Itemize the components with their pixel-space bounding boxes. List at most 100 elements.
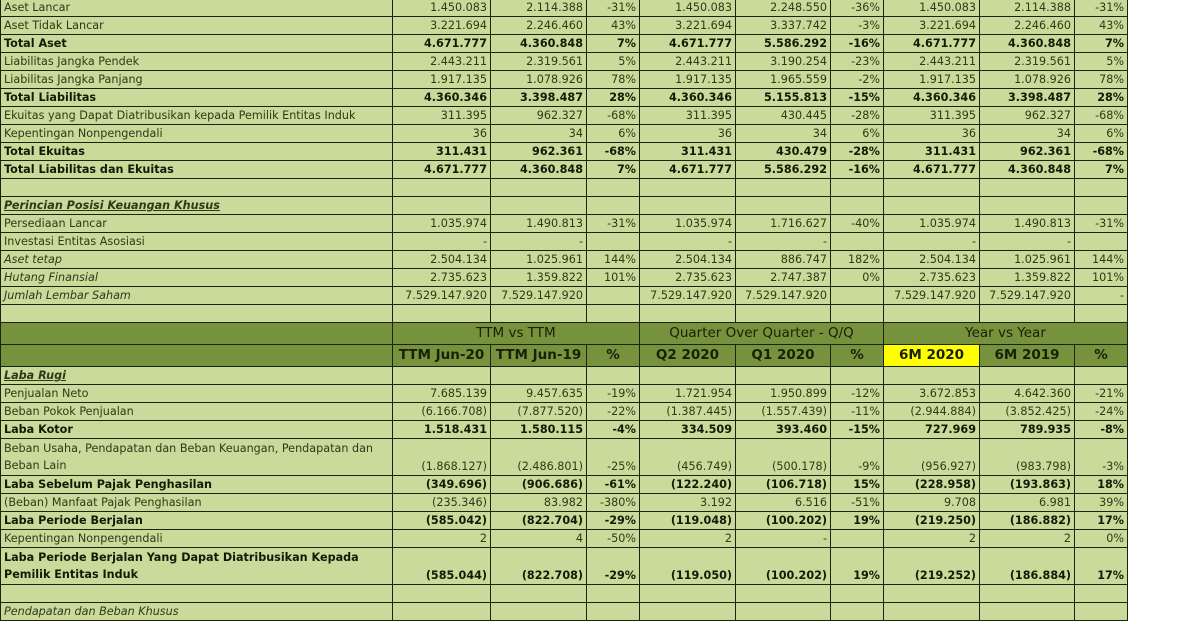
value-cell[interactable]: -	[639, 232, 736, 251]
col-qoq-pct[interactable]: %	[830, 344, 884, 367]
value-cell[interactable]: -19%	[586, 384, 640, 403]
value-cell[interactable]: -28%	[830, 142, 884, 161]
value-cell[interactable]	[979, 304, 1075, 323]
value-cell[interactable]: 1.716.627	[735, 214, 831, 233]
value-cell[interactable]: -31%	[1074, 0, 1128, 17]
value-cell[interactable]	[830, 286, 884, 305]
value-cell[interactable]: (193.863)	[979, 475, 1075, 494]
value-cell[interactable]: 1.490.813	[490, 214, 587, 233]
row-label[interactable]: Ekuitas yang Dapat Diatribusikan kepada …	[0, 106, 393, 125]
value-cell[interactable]: (983.798)	[979, 438, 1075, 476]
value-cell[interactable]	[586, 304, 640, 323]
value-cell[interactable]	[392, 602, 491, 621]
value-cell[interactable]: -3%	[1074, 438, 1128, 476]
value-cell[interactable]: -	[1074, 286, 1128, 305]
value-cell[interactable]: -23%	[830, 52, 884, 71]
value-cell[interactable]: 4.360.848	[979, 160, 1075, 179]
value-cell[interactable]	[830, 178, 884, 197]
value-cell[interactable]: 1.965.559	[735, 70, 831, 89]
value-cell[interactable]: 36	[392, 124, 491, 143]
value-cell[interactable]: 430.445	[735, 106, 831, 125]
value-cell[interactable]: -16%	[830, 34, 884, 53]
row-label[interactable]	[0, 304, 393, 323]
value-cell[interactable]: 2.319.561	[979, 52, 1075, 71]
value-cell[interactable]: -	[735, 232, 831, 251]
row-label[interactable]: Jumlah Lembar Saham	[0, 286, 393, 305]
value-cell[interactable]: 3.398.487	[979, 88, 1075, 107]
value-cell[interactable]: 83.982	[490, 493, 587, 512]
value-cell[interactable]: 4.360.346	[639, 88, 736, 107]
value-cell[interactable]: 2.114.388	[490, 0, 587, 17]
value-cell[interactable]	[639, 602, 736, 621]
value-cell[interactable]	[639, 304, 736, 323]
value-cell[interactable]: 3.672.853	[883, 384, 980, 403]
value-cell[interactable]: 2.504.134	[392, 250, 491, 269]
value-cell[interactable]: -15%	[830, 420, 884, 439]
value-cell[interactable]: 28%	[1074, 88, 1128, 107]
value-cell[interactable]: 6%	[830, 124, 884, 143]
value-cell[interactable]: -	[490, 232, 587, 251]
value-cell[interactable]: -40%	[830, 214, 884, 233]
row-label[interactable]: Total Ekuitas	[0, 142, 393, 161]
value-cell[interactable]	[979, 178, 1075, 197]
value-cell[interactable]: 430.479	[735, 142, 831, 161]
value-cell[interactable]	[639, 196, 736, 215]
value-cell[interactable]: 34	[490, 124, 587, 143]
value-cell[interactable]	[586, 584, 640, 603]
row-label[interactable]: Persediaan Lancar	[0, 214, 393, 233]
value-cell[interactable]: (906.686)	[490, 475, 587, 494]
value-cell[interactable]: 19%	[830, 511, 884, 530]
value-cell[interactable]: (500.178)	[735, 438, 831, 476]
value-cell[interactable]: 15%	[830, 475, 884, 494]
value-cell[interactable]: 5.586.292	[735, 34, 831, 53]
col-q1-2020[interactable]: Q1 2020	[735, 344, 831, 367]
value-cell[interactable]: 311.431	[883, 142, 980, 161]
value-cell[interactable]: 1.450.083	[883, 0, 980, 17]
value-cell[interactable]: (106.718)	[735, 475, 831, 494]
value-cell[interactable]: (119.048)	[639, 511, 736, 530]
value-cell[interactable]	[735, 584, 831, 603]
value-cell[interactable]: 1.917.135	[883, 70, 980, 89]
value-cell[interactable]: -51%	[830, 493, 884, 512]
value-cell[interactable]: 334.509	[639, 420, 736, 439]
value-cell[interactable]: -12%	[830, 384, 884, 403]
row-label[interactable]: Laba Sebelum Pajak Penghasilan	[0, 475, 393, 494]
value-cell[interactable]: 1.078.926	[979, 70, 1075, 89]
col-ttm-pct[interactable]: %	[586, 344, 640, 367]
value-cell[interactable]: -21%	[1074, 384, 1128, 403]
value-cell[interactable]: -16%	[830, 160, 884, 179]
value-cell[interactable]: 4.671.777	[392, 34, 491, 53]
value-cell[interactable]	[639, 584, 736, 603]
col-6m-2020-selected[interactable]: 6M 2020	[883, 344, 980, 367]
value-cell[interactable]: 2.443.211	[639, 52, 736, 71]
value-cell[interactable]: 1.035.974	[639, 214, 736, 233]
value-cell[interactable]: 4.671.777	[392, 160, 491, 179]
col-q2-2020[interactable]: Q2 2020	[639, 344, 736, 367]
value-cell[interactable]: 144%	[1074, 250, 1128, 269]
value-cell[interactable]: 1.580.115	[490, 420, 587, 439]
value-cell[interactable]: 7.529.147.920	[979, 286, 1075, 305]
value-cell[interactable]: (349.696)	[392, 475, 491, 494]
value-cell[interactable]: -31%	[1074, 214, 1128, 233]
value-cell[interactable]: -68%	[586, 106, 640, 125]
value-cell[interactable]: 5.586.292	[735, 160, 831, 179]
value-cell[interactable]	[1074, 304, 1128, 323]
value-cell[interactable]: 4.360.346	[883, 88, 980, 107]
value-cell[interactable]	[392, 178, 491, 197]
value-cell[interactable]: 6%	[586, 124, 640, 143]
value-cell[interactable]: 2.246.460	[490, 16, 587, 35]
value-cell[interactable]: -68%	[1074, 142, 1128, 161]
value-cell[interactable]	[639, 366, 736, 385]
value-cell[interactable]	[1074, 584, 1128, 603]
value-cell[interactable]: -31%	[586, 0, 640, 17]
value-cell[interactable]: 962.327	[490, 106, 587, 125]
value-cell[interactable]	[883, 196, 980, 215]
value-cell[interactable]: (100.202)	[735, 547, 831, 585]
row-label[interactable]: Hutang Finansial	[0, 268, 393, 287]
value-cell[interactable]: 9.457.635	[490, 384, 587, 403]
value-cell[interactable]: 4	[490, 529, 587, 548]
value-cell[interactable]: 7.685.139	[392, 384, 491, 403]
value-cell[interactable]: 4.360.848	[490, 160, 587, 179]
value-cell[interactable]: 1.721.954	[639, 384, 736, 403]
row-label[interactable]: Kepentingan Nonpengendali	[0, 124, 393, 143]
